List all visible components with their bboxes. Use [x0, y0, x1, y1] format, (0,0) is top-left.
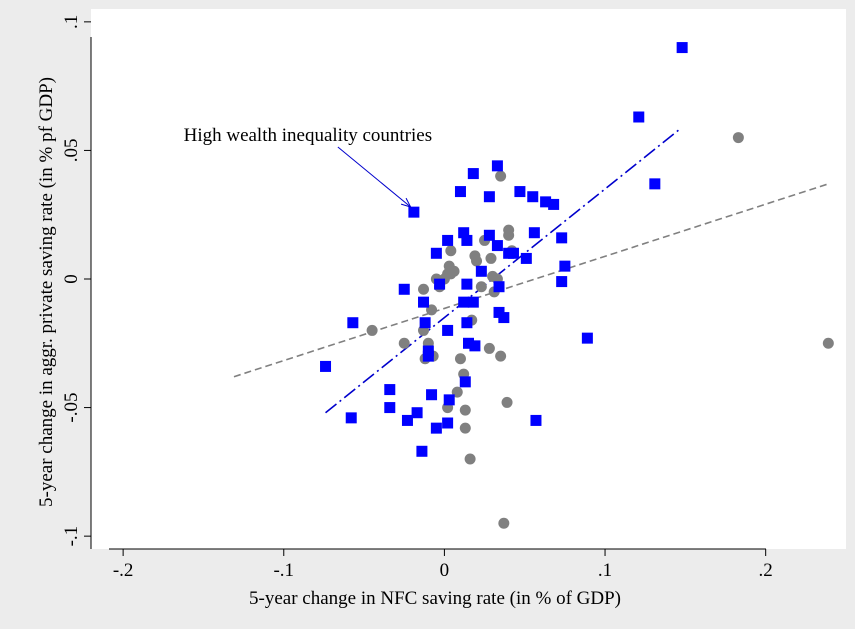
annotation-arrow: [337, 146, 411, 208]
scatter-point-circle: [495, 350, 507, 362]
scatter-point-square: [345, 412, 357, 424]
scatter-point-circle: [445, 245, 457, 257]
x-tick-label: .1: [598, 560, 612, 581]
scatter-point-square: [530, 414, 542, 426]
scatter-point-square: [442, 234, 454, 246]
annotation: High wealth inequality countries: [184, 125, 433, 208]
x-tick-label: .2: [759, 560, 773, 581]
scatter-point-circle: [398, 337, 410, 349]
scatter-point-circle: [418, 283, 430, 295]
scatter-point-circle: [485, 252, 497, 264]
scatter-point-circle: [732, 132, 744, 144]
scatter-point-square: [469, 340, 481, 352]
scatter-point-circle: [459, 422, 471, 434]
scatter-point-square: [540, 196, 552, 208]
fit-line-all: [233, 183, 829, 378]
scatter-point-square: [493, 281, 505, 293]
scatter-point-square: [401, 414, 413, 426]
scatter-point-square: [384, 384, 396, 396]
scatter-point-circle: [471, 255, 483, 267]
scatter-point-circle: [448, 265, 460, 277]
scatter-point-square: [633, 111, 645, 123]
x-tick-label: 0: [440, 560, 450, 581]
scatter-point-square: [416, 445, 428, 457]
scatter-point-square: [442, 417, 454, 429]
scatter-point-square: [676, 42, 688, 54]
fit-lines: [233, 129, 829, 414]
scatter-point-square: [443, 394, 455, 406]
scatter-point-circle: [501, 396, 513, 408]
scatter-point-square: [347, 317, 359, 329]
scatter-point-square: [408, 206, 420, 218]
scatter-point-square: [459, 376, 471, 388]
scatter-point-square: [442, 324, 454, 336]
x-tick-label: -.2: [113, 560, 134, 581]
scatter-point-square: [581, 332, 593, 344]
scatter-point-square: [556, 232, 568, 244]
scatter-point-circle: [459, 404, 471, 416]
y-tick-label: .05: [61, 139, 82, 163]
scatter-point-square: [411, 407, 423, 419]
scatter-point-square: [398, 283, 410, 295]
scatter-point-square: [467, 296, 479, 308]
fit-line-high-inequality: [325, 129, 680, 414]
scatter-point-square: [491, 160, 503, 172]
scatter-point-square: [483, 191, 495, 203]
y-axis-label: 5-year change in aggr. private saving ra…: [36, 77, 57, 507]
scatter-point-square: [458, 227, 470, 239]
scatter-point-square: [514, 186, 526, 198]
scatter-point-square: [483, 229, 495, 241]
y-tick-label: -.1: [61, 526, 82, 547]
y-tick-label: .1: [61, 15, 82, 29]
scatter-point-square: [559, 260, 571, 272]
y-tick-label: -.05: [61, 393, 82, 423]
scatter-point-square: [649, 178, 661, 190]
scatter-point-square: [527, 191, 539, 203]
scatter-point-circle: [464, 453, 476, 465]
x-axis-label: 5-year change in NFC saving rate (in % o…: [249, 588, 621, 609]
scatter-point-circle: [495, 170, 507, 182]
axes: -.2 -.1 0 .1 .2 -.1 -.05 0 .05 .1: [61, 15, 773, 581]
scatter-point-square: [548, 198, 560, 210]
scatter-point-circle: [822, 337, 834, 349]
scatter-point-square: [491, 240, 503, 252]
scatter-point-square: [528, 227, 540, 239]
scatter-point-square: [556, 276, 568, 288]
scatter-point-square: [461, 317, 473, 329]
annotation-arrowhead: [400, 197, 412, 208]
scatter-point-square: [430, 247, 442, 259]
scatter-point-square: [434, 278, 446, 290]
scatter-point-square: [467, 168, 479, 180]
scatter-point-square: [461, 278, 473, 290]
annotation-label: High wealth inequality countries: [184, 125, 433, 146]
scatter-point-circle: [503, 224, 515, 236]
scatter-point-square: [458, 296, 470, 308]
scatter-point-square: [430, 422, 442, 434]
scatter-point-square: [507, 247, 519, 259]
scatter-point-square: [320, 360, 332, 372]
x-tick-label: -.1: [273, 560, 294, 581]
scatter-point-square: [498, 312, 510, 324]
data-points: [320, 42, 834, 529]
y-tick-label: 0: [61, 274, 82, 284]
scatter-point-square: [426, 389, 438, 401]
scatter-point-circle: [483, 342, 495, 354]
scatter-point-square: [461, 234, 473, 246]
scatter-point-square: [520, 252, 532, 264]
scatter-point-square: [475, 265, 487, 277]
scatter-point-square: [454, 186, 466, 198]
scatter-point-square: [463, 337, 474, 349]
scatter-point-square: [384, 402, 396, 414]
scatter-point-circle: [454, 353, 466, 365]
scatter-point-circle: [475, 281, 487, 293]
scatter-point-circle: [498, 517, 510, 529]
scatter-point-square: [419, 317, 431, 329]
scatter-point-circle: [366, 324, 378, 336]
scatter-point-square: [418, 296, 430, 308]
scatter-point-square: [422, 345, 434, 357]
